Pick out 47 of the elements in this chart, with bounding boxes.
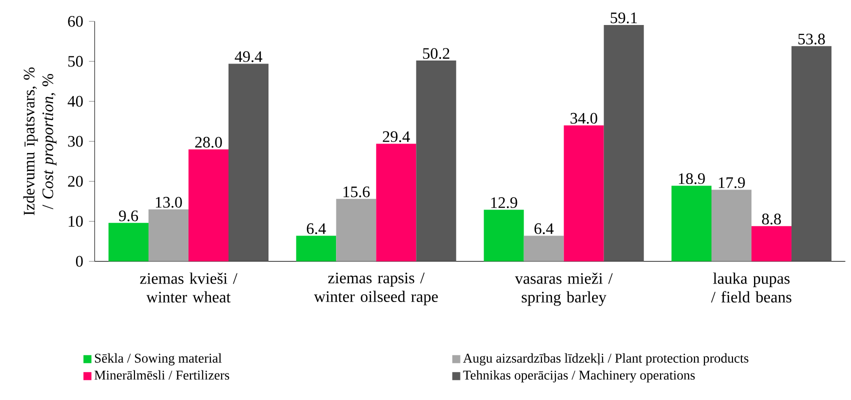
data-label: 34.0	[570, 112, 598, 124]
legend-label: Augu aizsardzības līdzekļi / Plant protection products	[463, 353, 748, 366]
data-label: 6.4	[534, 223, 554, 234]
bar	[296, 236, 336, 262]
data-label: 8.8	[762, 214, 781, 225]
bar	[564, 125, 604, 262]
data-label: 15.6	[344, 186, 370, 198]
data-label: 9.6	[119, 210, 138, 222]
data-label: 53.8	[798, 34, 825, 45]
data-label: 59.1	[610, 12, 637, 24]
bar	[336, 198, 376, 262]
data-label: 29.4	[382, 131, 410, 142]
data-label: 18.9	[678, 173, 705, 184]
legend-label: Sēkla / Sowing material	[95, 353, 222, 366]
bar	[524, 236, 564, 262]
y-tick-label: 60	[68, 16, 83, 27]
y-tick-label: 0	[76, 256, 83, 267]
data-label: 50.2	[423, 48, 450, 59]
x-tick-label: lauka pupas / field beans	[711, 272, 792, 303]
data-label: 12.9	[491, 197, 518, 208]
y-tick-label: 30	[68, 136, 83, 147]
bar	[228, 64, 269, 262]
bar	[791, 46, 832, 262]
data-label: 6.4	[306, 223, 326, 234]
bar	[416, 60, 456, 262]
bar	[604, 24, 644, 262]
data-label: 17.9	[718, 177, 745, 188]
bar	[108, 222, 149, 262]
x-tick-label: vasaras mieži / spring barley	[514, 272, 613, 306]
y-tick-label: 40	[68, 96, 83, 107]
bar	[484, 210, 524, 262]
x-tick-label: ziemas kvieši / winter wheat	[140, 272, 238, 303]
bar	[188, 149, 229, 262]
y-tick-label: 50	[68, 56, 83, 67]
bar	[148, 209, 189, 262]
bar	[671, 186, 712, 262]
y-tick-label: 20	[68, 176, 83, 187]
bar	[751, 226, 792, 262]
y-tick-label: 10	[68, 216, 83, 227]
x-tick-label: ziemas rapsis / winter oilseed rape	[314, 272, 438, 306]
data-label: 49.4	[234, 51, 262, 62]
bar	[376, 144, 416, 262]
data-label: 28.0	[195, 136, 222, 148]
legend-label: Minerālmēsli / Fertilizers	[94, 370, 230, 380]
bar	[711, 190, 752, 262]
data-label: 13.0	[156, 196, 182, 208]
legend-label: Tehnikas operācijas / Machinery operations	[463, 370, 695, 382]
